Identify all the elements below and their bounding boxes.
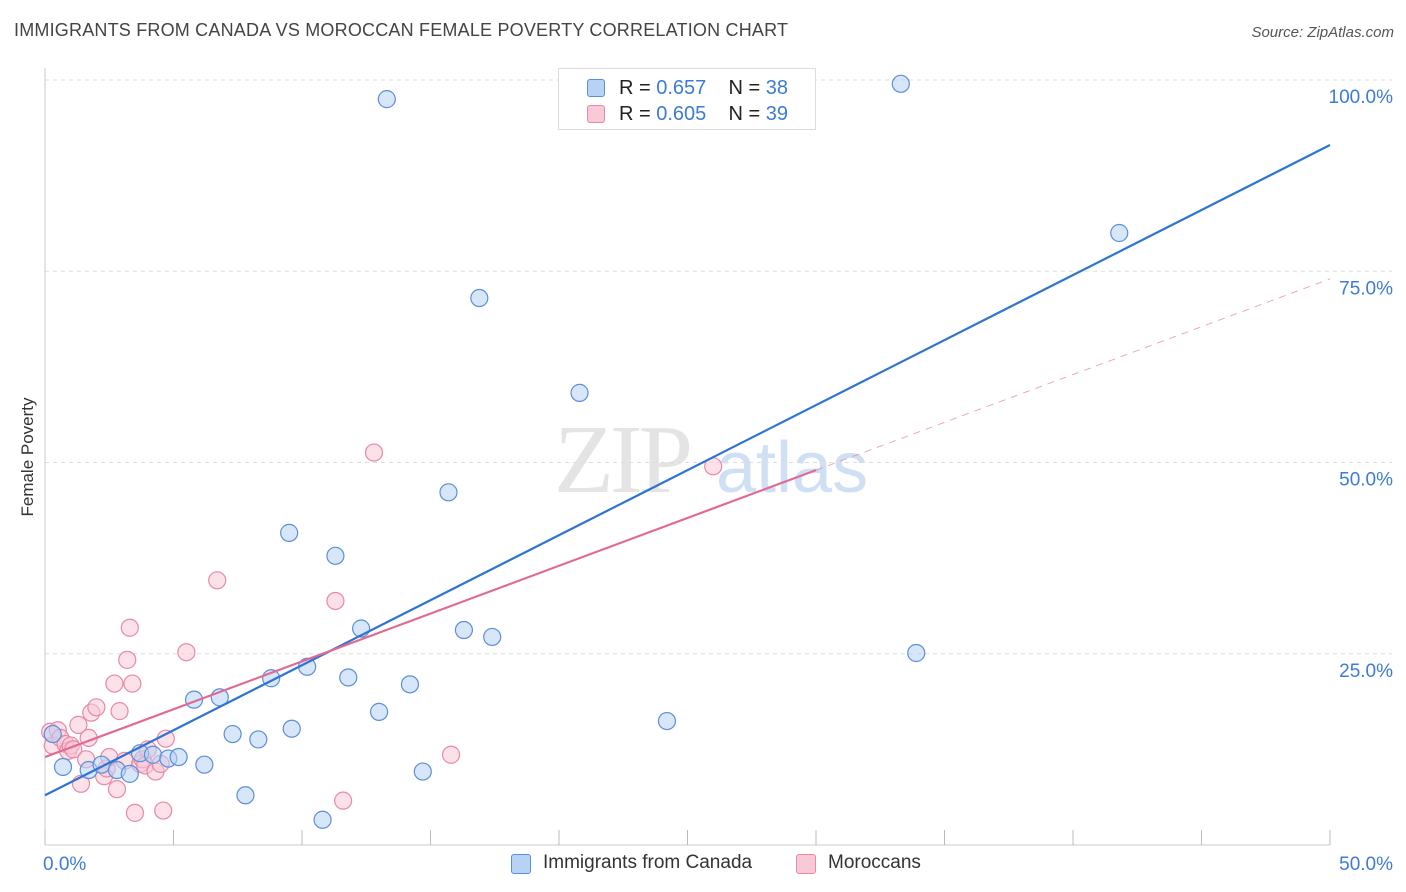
canada-point	[907, 643, 926, 663]
legend-n-value: 38	[765, 77, 789, 99]
moroccans-point	[110, 702, 129, 721]
moroccans-point	[87, 698, 106, 717]
watermark: ZIP atlas	[554, 406, 868, 514]
moroccans-point	[364, 443, 384, 462]
y-tick-label: 25.0%	[1339, 661, 1393, 682]
canada-point	[326, 546, 345, 565]
moroccans-point	[326, 591, 345, 611]
trend-lines	[44, 144, 1331, 797]
legend-r-value: 0.657	[656, 77, 707, 99]
moroccans-point	[334, 791, 353, 810]
canada-point	[223, 724, 242, 744]
watermark-atlas: atlas	[716, 428, 868, 508]
canada-point	[339, 668, 358, 687]
moroccans-point	[441, 745, 461, 764]
canada-point	[483, 627, 502, 647]
canada-point	[400, 675, 420, 694]
legend-swatch-moroccans	[587, 105, 605, 123]
legend-r-label: R =	[619, 103, 651, 125]
y-tick-label: 100.0%	[1329, 87, 1394, 108]
axes	[44, 68, 1331, 846]
canada-point	[891, 74, 910, 93]
canada-point	[280, 523, 299, 542]
moroccans-point	[107, 780, 127, 799]
canada-point	[370, 702, 389, 721]
canada-point	[236, 786, 255, 805]
canada-point	[249, 730, 268, 749]
canada-point	[169, 747, 188, 767]
legend-r-value: 0.605	[656, 103, 707, 125]
canada-point	[470, 288, 489, 308]
canada-point	[657, 711, 677, 731]
bottom-legend-label-canada: Immigrants from Canada	[543, 852, 753, 873]
bottom-legend-swatch-moroccans	[796, 854, 816, 874]
canada-trend-line	[44, 144, 1331, 797]
canada-point	[120, 764, 139, 783]
canada-point	[1110, 223, 1129, 243]
source-label: Source: ZipAtlas.com	[1251, 24, 1394, 41]
tick-labels: 25.0% 50.0% 75.0% 100.0% 0.0% 50.0%	[43, 87, 1393, 875]
canada-point	[195, 755, 214, 774]
canada-point	[143, 745, 163, 764]
moroccans-point	[118, 650, 137, 669]
moroccans-points	[41, 443, 723, 822]
canada-point	[570, 383, 589, 402]
y-tick-label: 75.0%	[1339, 278, 1393, 299]
canada-point	[454, 620, 474, 640]
legend-r-label: R =	[619, 77, 651, 99]
moroccans-point	[69, 715, 88, 734]
stats-legend: R = 0.657 N = 38 R = 0.605 N = 39	[558, 68, 816, 130]
bottom-legend-label-moroccans: Moroccans	[828, 852, 921, 873]
y-tick-label: 50.0%	[1339, 470, 1393, 491]
moroccans-point	[120, 618, 139, 637]
legend-n-label: N =	[728, 77, 761, 99]
canada-point	[282, 719, 301, 738]
canada-point	[377, 90, 396, 109]
moroccans-point	[154, 801, 173, 820]
legend-n-label: N =	[728, 103, 761, 125]
legend-n-value: 39	[765, 103, 789, 125]
legend-swatch-canada	[587, 79, 605, 97]
chart-title: IMMIGRANTS FROM CANADA VS MOROCCAN FEMAL…	[14, 20, 789, 40]
moroccans-point	[177, 643, 196, 662]
watermark-zip: ZIP	[554, 406, 689, 514]
canada-point	[439, 483, 458, 502]
bottom-legend-swatch-canada	[511, 854, 531, 874]
canada-point	[53, 757, 73, 777]
x-tick-label: 0.0%	[43, 854, 86, 875]
x-tick-label: 50.0%	[1339, 854, 1393, 875]
moroccans-point	[123, 674, 142, 693]
moroccans-point	[125, 803, 145, 822]
canada-point	[413, 762, 432, 781]
moroccans-trend-line	[44, 469, 817, 759]
canada-point	[313, 810, 332, 829]
y-axis-label: Female Poverty	[18, 397, 37, 517]
moroccans-trend-extension	[815, 278, 1331, 471]
moroccans-point	[105, 674, 124, 693]
canada-point	[43, 724, 62, 744]
gridlines	[45, 79, 1392, 655]
moroccans-point	[156, 729, 175, 748]
moroccans-point	[208, 571, 227, 590]
